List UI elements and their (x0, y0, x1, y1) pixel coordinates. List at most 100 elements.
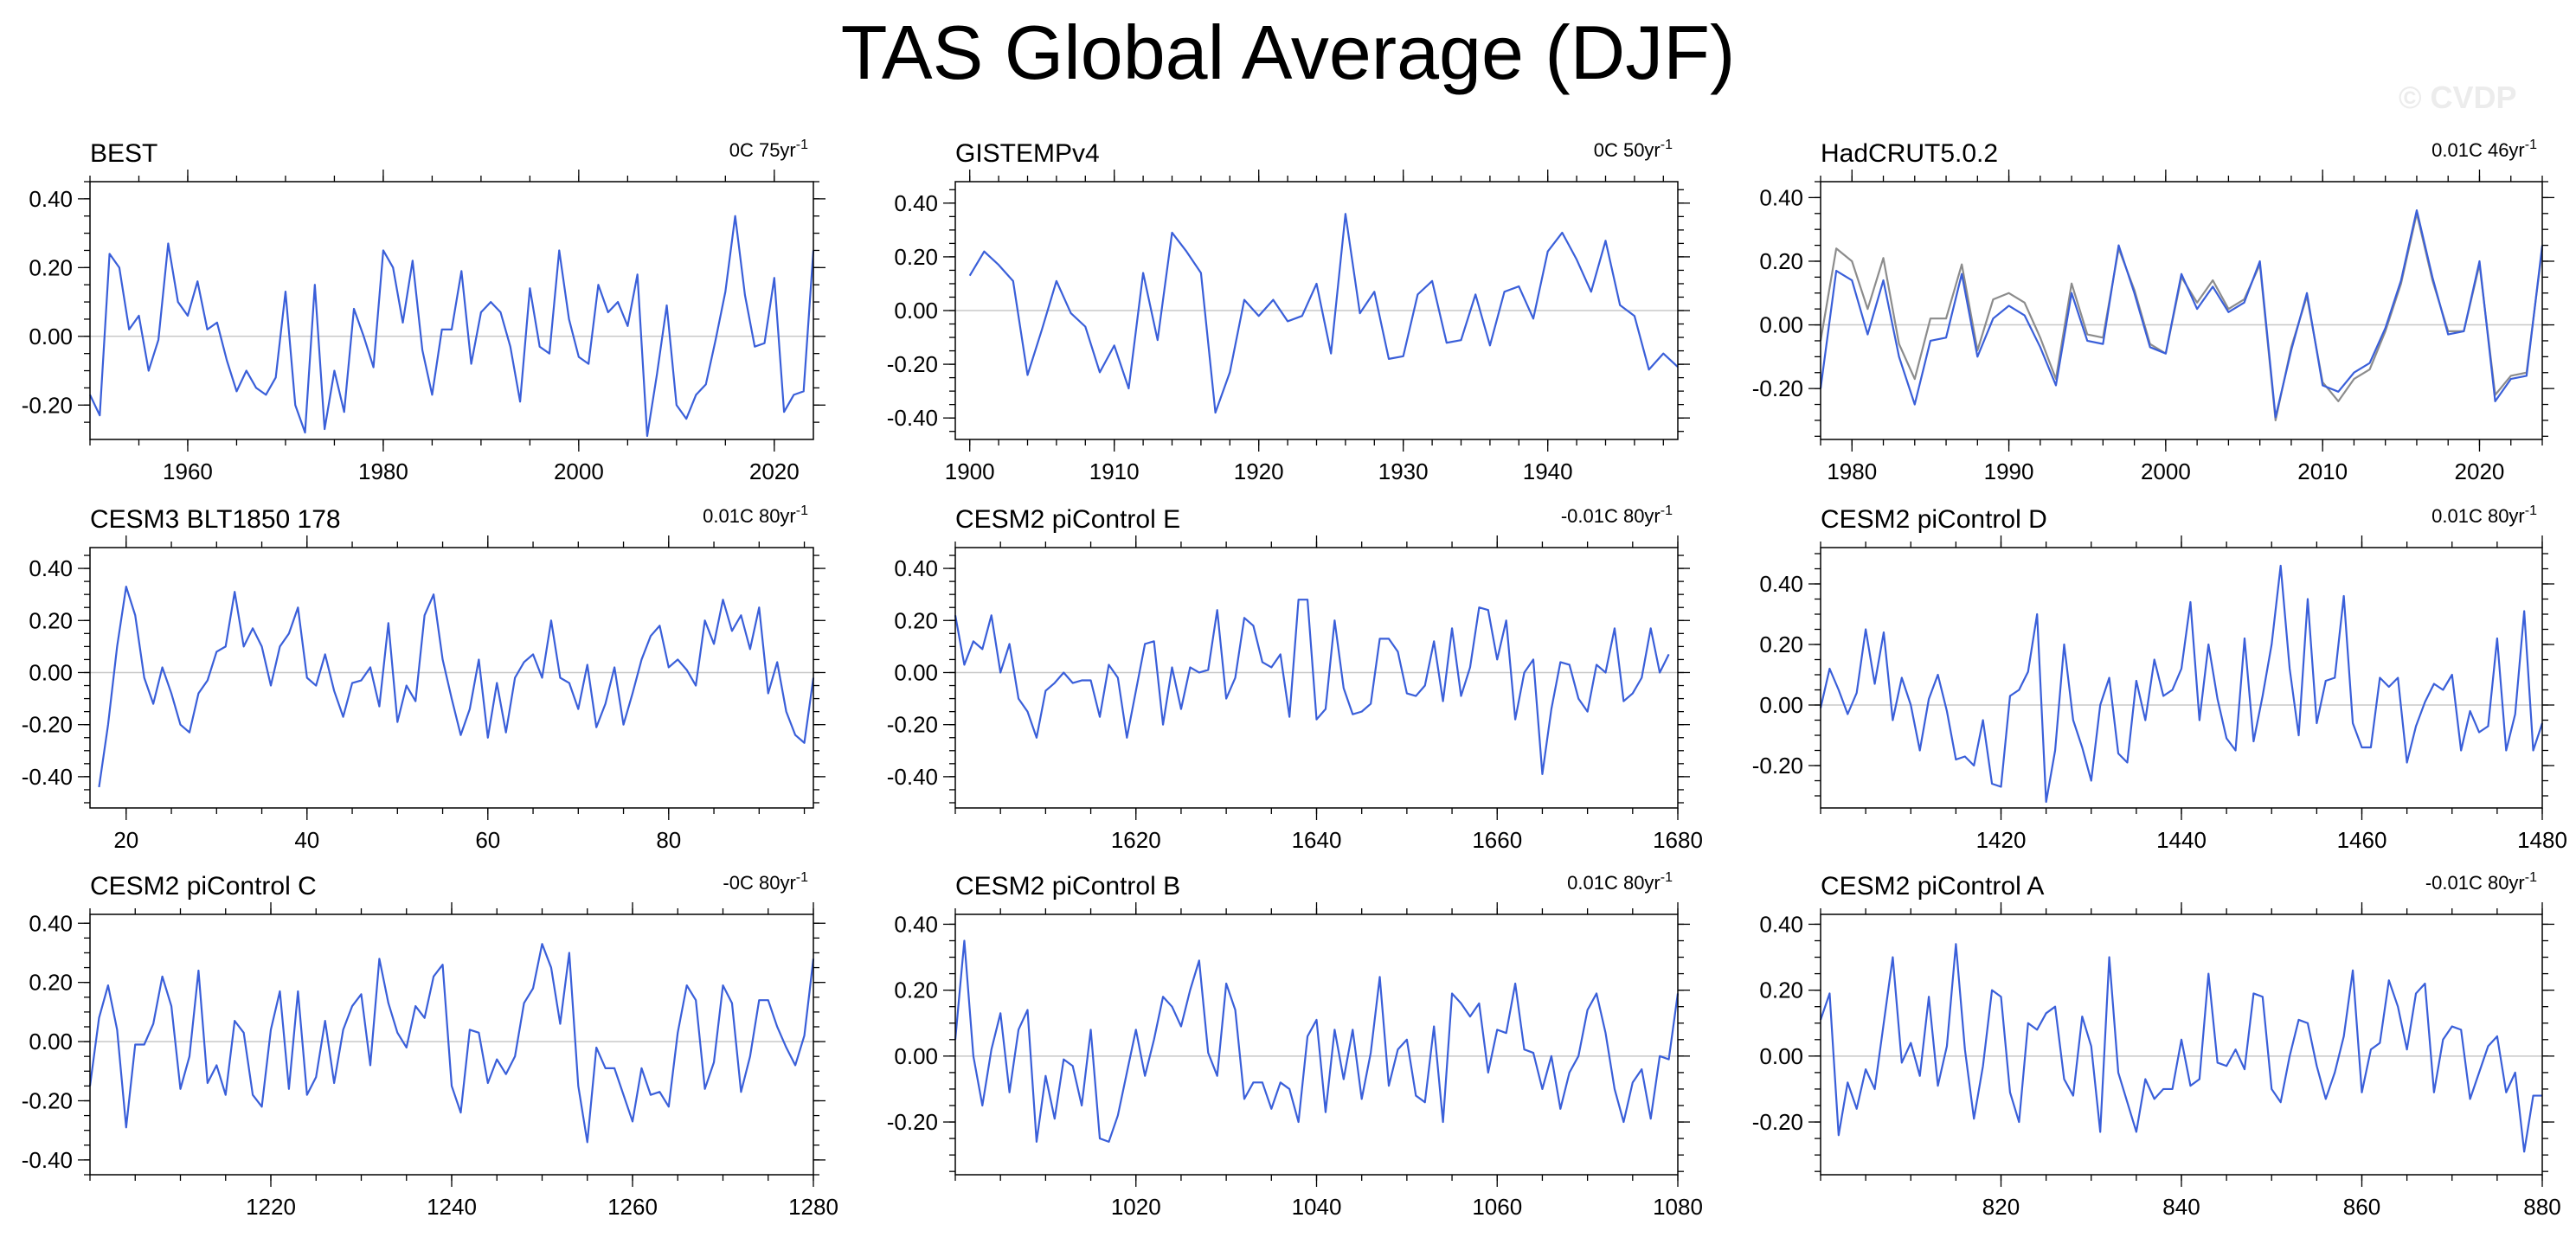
x-tick-label: 1280 (788, 1194, 838, 1220)
x-tick-label: 1990 (1984, 458, 2034, 484)
chart-panel-8: 1020 1040 1060 1080 -0.20 0.00 0.20 0.40 CESM2 p… (887, 870, 1703, 1220)
series-line-1 (98, 586, 815, 788)
y-tick-label: 0.00 (894, 298, 938, 324)
chart-panel-5: 1620 1640 1660 1680 -0.40 -0.20 0.00 0.20 0.40 CE… (887, 503, 1703, 853)
x-tick-label: 1930 (1378, 458, 1429, 484)
y-tick-label: 0.40 (1759, 911, 1803, 937)
x-tick-label: 1940 (1523, 458, 1573, 484)
trend-label: 0.01C 80yr-1 (1567, 870, 1673, 894)
series-line-1 (88, 943, 815, 1144)
y-tick-label: -0.40 (887, 764, 938, 790)
series-line-1 (89, 215, 815, 438)
y-tick-label: -0.20 (887, 712, 938, 738)
panel-title: GISTEMPv4 (955, 139, 1100, 168)
x-tick-label: 2010 (2297, 458, 2348, 484)
x-tick-label: 2020 (2455, 458, 2505, 484)
chart-panel-7: 1220 1240 1260 1280 -0.40 -0.20 0.00 0.20 0.40 CE… (22, 870, 838, 1220)
y-tick-label: 0.40 (894, 911, 938, 937)
x-tick-label: 1460 (2337, 827, 2387, 853)
x-tick-label: 1640 (1292, 827, 1342, 853)
x-tick-label: 880 (2523, 1194, 2560, 1220)
y-tick-label: -0.20 (887, 1109, 938, 1135)
plot-frame (954, 547, 1679, 809)
y-tick-label: 0.00 (894, 1043, 938, 1069)
plot-frame (89, 913, 814, 1176)
x-tick-label: 1910 (1089, 458, 1140, 484)
y-tick-label: 0.40 (29, 910, 73, 936)
x-tick-label: 40 (294, 827, 319, 853)
x-tick-label: 1420 (1976, 827, 2027, 853)
panel-title: CESM2 piControl A (1821, 872, 2044, 901)
y-tick-label: -0.20 (22, 392, 73, 418)
panel-title: CESM2 piControl B (955, 872, 1180, 901)
series-line-1 (954, 599, 1670, 775)
x-tick-label: 1980 (1827, 458, 1877, 484)
plot-frame (89, 181, 814, 440)
y-tick-label: 0.40 (1759, 184, 1803, 210)
x-tick-label: 2000 (2141, 458, 2191, 484)
series-line-1 (954, 939, 1680, 1144)
x-tick-label: 1900 (945, 458, 995, 484)
y-tick-label: -0.20 (1752, 375, 1803, 401)
panel-title: CESM2 piControl E (955, 505, 1180, 534)
trend-label: -0C 80yr-1 (723, 870, 808, 894)
cvdp-watermark: © CVDP (2399, 80, 2517, 115)
trend-label: 0.01C 80yr-1 (2431, 503, 2537, 527)
x-tick-label: 840 (2162, 1194, 2200, 1220)
panel-title: CESM2 piControl D (1821, 505, 2047, 534)
x-tick-label: 1220 (246, 1194, 296, 1220)
chart-panel-3: 1980 1990 2000 2010 2020 -0.20 0.00 0.20 0.40 Had… (1752, 138, 2554, 484)
y-tick-label: 0.40 (1759, 571, 1803, 597)
trend-label: -0.01C 80yr-1 (2425, 870, 2537, 894)
x-tick-label: 1960 (163, 458, 213, 484)
y-tick-label: 0.00 (1759, 1043, 1803, 1069)
panel-title: BEST (90, 139, 157, 168)
y-tick-label: 0.40 (894, 190, 938, 216)
x-tick-label: 860 (2343, 1194, 2380, 1220)
panel-title: CESM2 piControl C (90, 872, 317, 901)
y-tick-label: -0.20 (1752, 1109, 1803, 1135)
y-tick-label: -0.20 (22, 1087, 73, 1113)
chart-panel-9: 820 840 860 880 -0.20 0.00 0.20 0.40 CESM2 piCon… (1752, 870, 2561, 1220)
y-tick-label: 0.00 (1759, 312, 1803, 338)
y-tick-label: 0.20 (1759, 631, 1803, 657)
plot-frame (89, 547, 814, 809)
y-tick-label: 0.40 (29, 555, 73, 581)
panel-title: CESM3 BLT1850 178 (90, 505, 341, 534)
x-tick-label: 1020 (1111, 1194, 1161, 1220)
y-tick-label: 0.00 (29, 324, 73, 349)
y-tick-label: 0.40 (894, 555, 938, 581)
series-line-1 (1819, 209, 2544, 419)
plot-frame (1820, 181, 2543, 440)
x-tick-label: 60 (475, 827, 500, 853)
panel-title: HadCRUT5.0.2 (1821, 139, 1998, 168)
y-tick-label: -0.20 (887, 351, 938, 377)
x-tick-label: 1440 (2156, 827, 2207, 853)
chart-panel-4: 20 40 60 80 -0.40 -0.20 0.00 0.20 0.40 CESM3 BLT1… (22, 503, 825, 853)
x-tick-label: 1620 (1111, 827, 1161, 853)
y-tick-label: 0.00 (29, 1029, 73, 1054)
x-tick-label: 1260 (607, 1194, 658, 1220)
trend-label: 0C 75yr-1 (729, 138, 808, 161)
x-tick-label: 1240 (427, 1194, 477, 1220)
y-tick-label: 0.00 (894, 659, 938, 685)
x-tick-label: 1040 (1292, 1194, 1342, 1220)
series-line-1 (1819, 943, 2542, 1153)
series-line-2 (1819, 212, 2544, 422)
x-tick-label: 820 (1982, 1194, 2020, 1220)
series-line-1 (1819, 564, 2544, 804)
y-tick-label: -0.40 (22, 764, 73, 790)
y-tick-label: 0.20 (1759, 978, 1803, 1003)
chart-panel-2: 1900 1910 1920 1930 1940 -0.40 -0.20 0.00 0.20 0.… (887, 138, 1690, 484)
y-tick-label: 0.00 (29, 659, 73, 685)
y-tick-label: 0.40 (29, 186, 73, 212)
y-tick-label: -0.40 (887, 405, 938, 431)
x-tick-label: 1980 (358, 458, 408, 484)
y-tick-label: 0.20 (894, 978, 938, 1003)
x-tick-label: 2000 (554, 458, 604, 484)
y-tick-label: 0.20 (894, 244, 938, 270)
y-tick-label: 0.20 (1759, 248, 1803, 274)
x-tick-label: 80 (656, 827, 681, 853)
series-line-1 (968, 213, 1679, 414)
